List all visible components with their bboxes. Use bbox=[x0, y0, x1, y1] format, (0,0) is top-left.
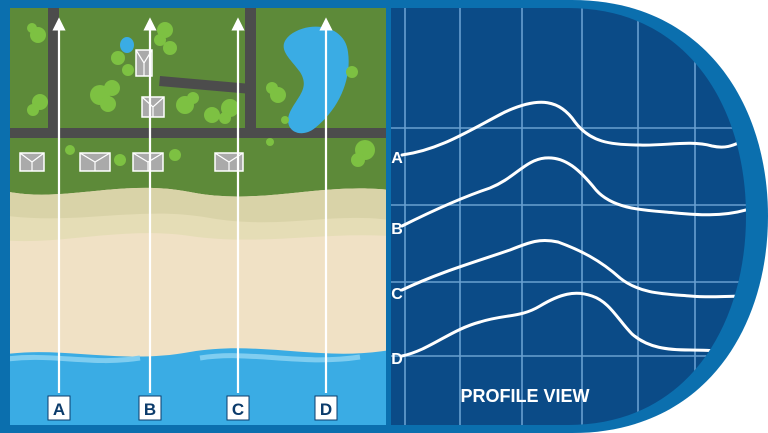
transect-label-b: B bbox=[138, 395, 162, 421]
panel-divider bbox=[386, 8, 391, 425]
ocean bbox=[10, 348, 390, 425]
profile-view-panel: A B C D PROFILE VIEW bbox=[390, 8, 746, 425]
houses bbox=[19, 49, 244, 172]
dune-band-light bbox=[10, 213, 390, 242]
house bbox=[79, 152, 111, 172]
house bbox=[141, 96, 165, 118]
road-spur bbox=[159, 76, 250, 94]
small-pond bbox=[120, 37, 134, 53]
wave-foam bbox=[10, 353, 361, 364]
blueprint-grid bbox=[390, 8, 746, 425]
transect-label-c-text: C bbox=[232, 400, 244, 419]
profile-label-b: B bbox=[391, 221, 403, 238]
transect-label-d: D bbox=[314, 395, 338, 421]
profile-labels: A B C D bbox=[391, 150, 403, 368]
house bbox=[19, 152, 45, 172]
profile-curve-d bbox=[400, 291, 746, 358]
profile-curve-a bbox=[400, 100, 746, 157]
profile-label-a: A bbox=[391, 150, 403, 167]
transect-label-b-text: B bbox=[144, 400, 156, 419]
profile-label-c: C bbox=[391, 286, 403, 303]
profile-label-d: D bbox=[391, 351, 403, 368]
transect-label-a: A bbox=[47, 395, 71, 421]
profile-curve-c bbox=[400, 238, 746, 299]
road-vertical-left bbox=[48, 8, 59, 135]
profile-view-title: PROFILE VIEW bbox=[460, 386, 589, 406]
map-view: A B C D bbox=[10, 8, 390, 425]
transect-label-d-text: D bbox=[320, 400, 332, 419]
road-vertical-right bbox=[245, 8, 256, 135]
transect-arrows bbox=[52, 17, 333, 393]
house bbox=[132, 152, 164, 172]
profile-curve-b bbox=[400, 156, 746, 228]
trees bbox=[27, 22, 375, 167]
profile-curves bbox=[400, 100, 746, 358]
transect-label-c: C bbox=[226, 395, 250, 421]
road-main bbox=[10, 128, 390, 138]
transect-label-a-text: A bbox=[53, 400, 65, 419]
pond bbox=[283, 26, 349, 134]
